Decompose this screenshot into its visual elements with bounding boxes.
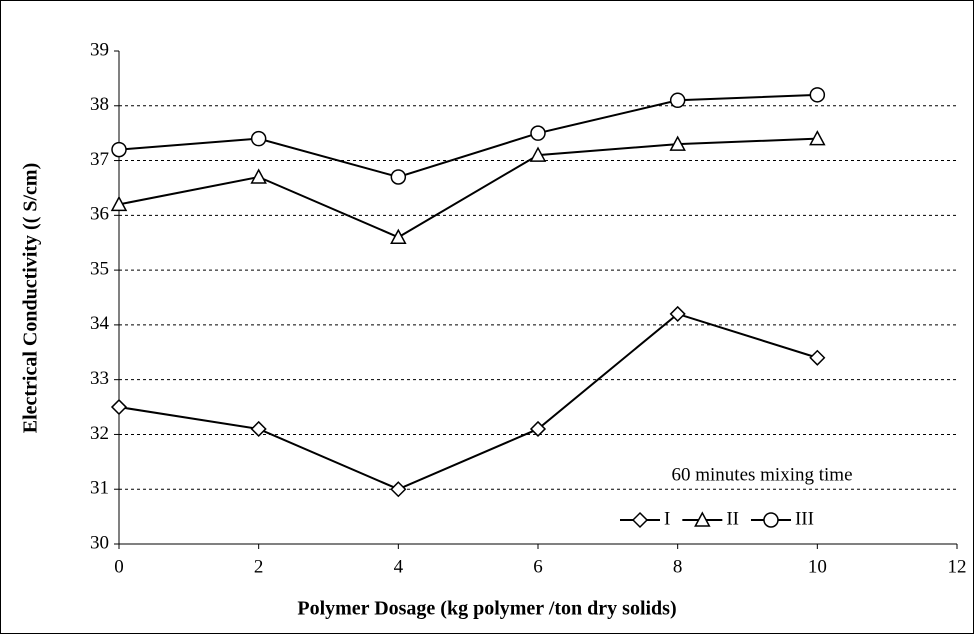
marker	[669, 92, 686, 109]
legend-marker	[763, 512, 779, 528]
x-tick-label: 6	[533, 556, 543, 577]
x-tick-label: 10	[808, 556, 827, 577]
series-line	[118, 137, 818, 239]
y-tick-label: 36	[90, 204, 109, 225]
legend-label: I	[664, 508, 670, 529]
legend-marker	[694, 511, 711, 527]
marker	[669, 305, 686, 322]
marker	[111, 141, 127, 158]
marker	[530, 125, 546, 141]
y-tick-label: 33	[90, 368, 109, 389]
y-tick-label: 31	[90, 478, 109, 499]
y-tick-label: 39	[90, 39, 109, 60]
x-tick-label: 8	[673, 556, 683, 577]
marker	[669, 135, 686, 151]
x-tick-label: 2	[254, 556, 264, 577]
marker	[390, 169, 407, 185]
y-tick-label: 37	[90, 149, 109, 170]
marker	[390, 481, 407, 498]
marker	[250, 420, 267, 438]
marker	[110, 398, 128, 416]
y-tick-label: 34	[90, 313, 110, 334]
y-tick-label: 35	[90, 258, 109, 279]
legend-marker	[631, 511, 649, 529]
marker	[529, 420, 547, 438]
y-tick-label: 38	[90, 94, 109, 115]
series-line	[118, 93, 818, 179]
marker	[809, 87, 826, 103]
marker	[110, 195, 128, 212]
y-axis-title: Electrical Conductivity (( S/cm)	[20, 163, 42, 434]
x-tick-label: 4	[394, 556, 404, 577]
x-tick-label: 0	[114, 556, 124, 577]
marker	[809, 349, 826, 366]
series-line	[118, 312, 818, 491]
marker	[250, 130, 267, 147]
marker	[250, 168, 267, 184]
marker	[529, 146, 547, 162]
x-tick-label: 12	[948, 556, 967, 577]
legend-label: III	[795, 508, 814, 529]
y-tick-label: 30	[90, 532, 109, 553]
legend-label: II	[726, 508, 739, 529]
y-tick-label: 32	[90, 423, 109, 444]
marker	[809, 130, 826, 146]
x-axis-title: Polymer Dosage (kg polymer /ton dry soli…	[297, 598, 676, 620]
annotation: 60 minutes mixing time	[671, 464, 852, 485]
marker	[390, 228, 407, 244]
